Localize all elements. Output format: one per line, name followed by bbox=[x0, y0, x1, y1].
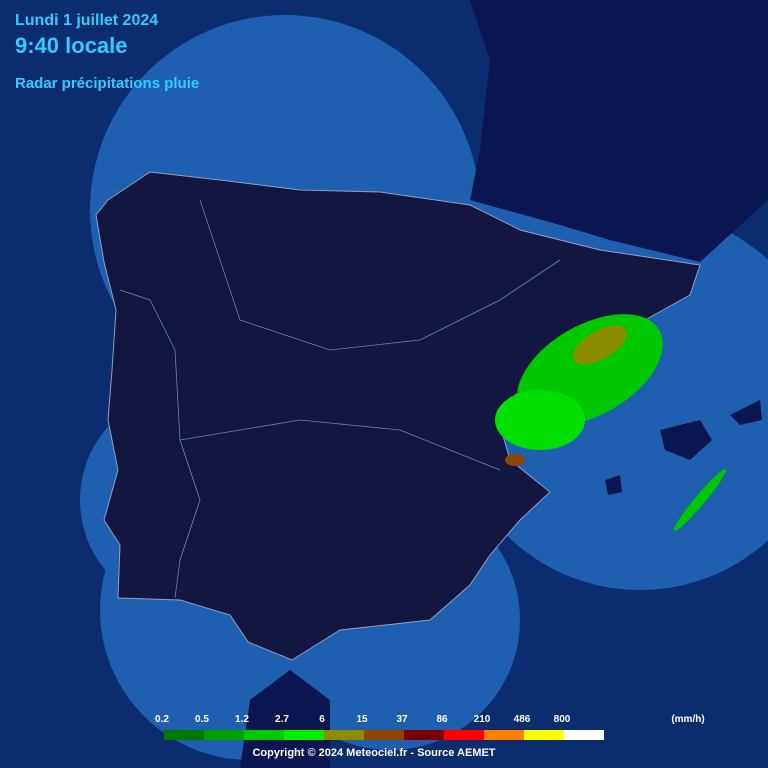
legend-label: 15 bbox=[356, 714, 368, 725]
borders bbox=[119, 199, 561, 599]
date: Lundi 1 juillet 2024 bbox=[15, 12, 159, 29]
iberia bbox=[95, 171, 701, 661]
islands bbox=[605, 400, 762, 495]
legend-label: 800 bbox=[554, 714, 571, 725]
legend-label: 86 bbox=[436, 714, 448, 725]
africa bbox=[240, 670, 330, 768]
legend-label: 1.2 bbox=[235, 714, 249, 725]
legend-label: 486 bbox=[514, 714, 531, 725]
product: Radar précipitations pluie bbox=[15, 75, 200, 92]
legend-swatch bbox=[204, 730, 244, 740]
copyright: Copyright © 2024 Meteociel.fr - Source A… bbox=[252, 747, 495, 759]
legend-swatch bbox=[284, 730, 324, 740]
legend-swatch bbox=[364, 730, 404, 740]
legend-label: 2.7 bbox=[275, 714, 289, 725]
legend-swatch bbox=[164, 730, 204, 740]
legend-label: 6 bbox=[319, 714, 325, 725]
precipitation bbox=[495, 314, 726, 531]
legend-swatch bbox=[524, 730, 564, 740]
legend-label: 210 bbox=[474, 714, 491, 725]
legend-unit: (mm/h) bbox=[671, 714, 704, 725]
legend-swatch bbox=[444, 730, 484, 740]
legend-swatch bbox=[564, 730, 604, 740]
legend-swatch bbox=[244, 730, 284, 740]
france bbox=[470, 0, 768, 262]
legend-label: 0.5 bbox=[195, 714, 209, 725]
legend-boxes bbox=[164, 730, 604, 740]
legend-label: 0.2 bbox=[155, 714, 169, 725]
legend-labels: 0.2 0.5 1.2 2.7 6 15 37 86 210 486 800 bbox=[155, 714, 571, 725]
legend-swatch bbox=[324, 730, 364, 740]
legend-swatch bbox=[404, 730, 444, 740]
legend-label: 37 bbox=[396, 714, 408, 725]
legend-swatch bbox=[484, 730, 524, 740]
time: 9:40 locale bbox=[15, 33, 128, 58]
